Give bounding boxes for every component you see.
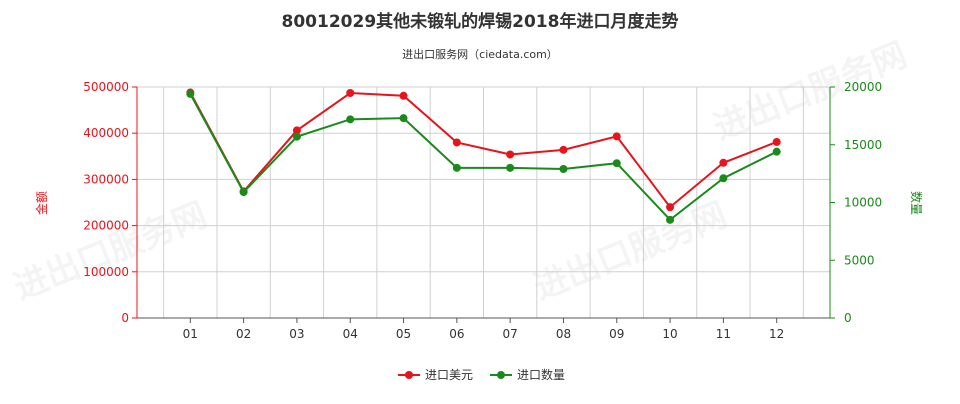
- right-axis-title: 数量: [909, 191, 924, 215]
- series-2-point: [292, 132, 301, 141]
- series-2-point: [506, 163, 515, 172]
- x-axis-tick-label: 11: [716, 327, 731, 341]
- series-2-point: [399, 114, 408, 123]
- series-2-point: [452, 163, 461, 172]
- series-2-point: [239, 188, 248, 197]
- x-axis-tick-label: 07: [503, 327, 518, 341]
- left-axis-tick-label: 400000: [83, 126, 129, 140]
- left-axis-tick-label: 0: [121, 311, 129, 325]
- series-1-point: [292, 126, 301, 135]
- right-axis-tick-label: 15000: [844, 138, 882, 152]
- right-axis-tick-label: 0: [844, 311, 852, 325]
- legend-label-1: 进口美元: [425, 368, 473, 382]
- x-axis-tick-label: 12: [769, 327, 784, 341]
- series-1-point: [559, 145, 568, 154]
- x-axis-tick-label: 05: [396, 327, 411, 341]
- x-axis-tick-label: 01: [183, 327, 198, 341]
- left-axis-tick-label: 100000: [83, 265, 129, 279]
- series-1-point: [399, 91, 408, 100]
- watermark-layer: 进出口服务网 进出口服务网 进出口服务网: [8, 35, 912, 309]
- left-axis-title: 金额: [34, 191, 49, 215]
- chart-subtitle: 进出口服务网（ciedata.com）: [402, 47, 558, 61]
- series-layer: [186, 88, 781, 224]
- right-axis-tick-label: 10000: [844, 196, 882, 210]
- grid-layer: [137, 86, 830, 318]
- series-2-point: [346, 115, 355, 124]
- x-axis-tick-label: 08: [556, 327, 571, 341]
- series-line-2: [189, 93, 778, 222]
- series-2-point: [666, 215, 675, 224]
- series-1-point: [346, 89, 355, 98]
- left-axis-tick-label: 200000: [83, 219, 129, 233]
- legend: 进口美元 进口数量: [398, 367, 565, 382]
- series-1-point: [666, 203, 675, 212]
- watermark-text: 进出口服务网: [528, 195, 732, 309]
- axes-layer: 0 100000 200000 300000 400000 500000 0 5000 1000…: [83, 80, 882, 341]
- series-2-point: [186, 89, 195, 98]
- left-axis-tick-label: 500000: [83, 80, 129, 94]
- x-axis-tick-label: 03: [289, 327, 304, 341]
- x-axis-tick-label: 06: [449, 327, 464, 341]
- series-1-point: [612, 132, 621, 141]
- series-2-point: [772, 147, 781, 156]
- legend-marker-1: [405, 371, 413, 379]
- series-1-point: [452, 138, 461, 147]
- x-axis-tick-label: 02: [236, 327, 251, 341]
- left-axis-tick-label: 300000: [83, 172, 129, 186]
- series-1-point: [506, 150, 515, 159]
- series-1-point: [772, 137, 781, 146]
- x-axis-tick-label: 04: [343, 327, 358, 341]
- x-axis-tick-label: 10: [662, 327, 677, 341]
- right-axis-tick-label: 20000: [844, 80, 882, 94]
- right-axis-tick-label: 5000: [844, 253, 875, 267]
- series-2-point: [612, 159, 621, 168]
- series-2-point: [559, 165, 568, 174]
- series-1-point: [719, 158, 728, 167]
- legend-marker-2: [497, 371, 505, 379]
- series-2-point: [719, 174, 728, 183]
- legend-label-2: 进口数量: [517, 367, 565, 382]
- x-axis-tick-label: 09: [609, 327, 624, 341]
- series-line-1: [189, 91, 778, 209]
- chart-title: 80012029其他未锻轧的焊锡2018年进口月度走势: [282, 11, 679, 32]
